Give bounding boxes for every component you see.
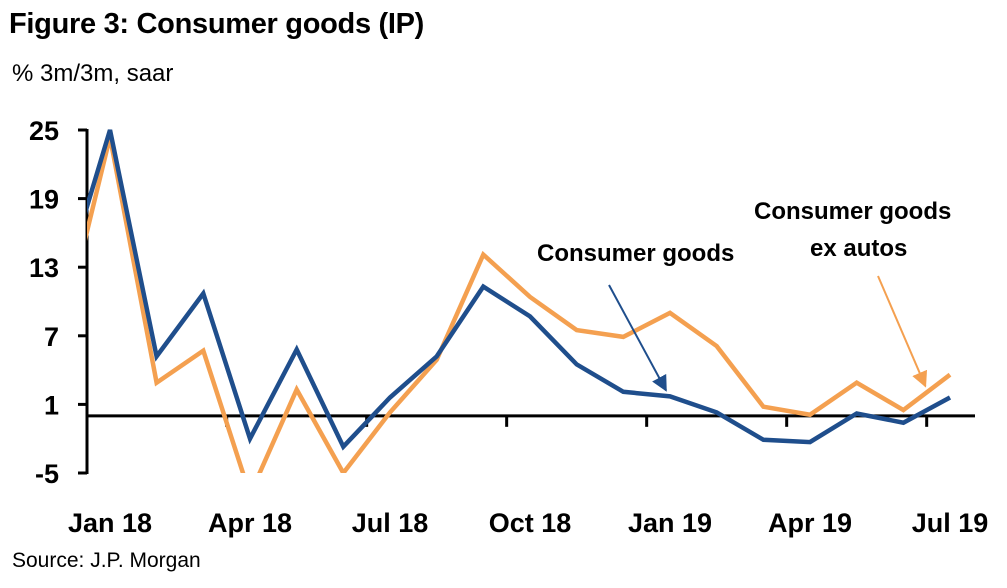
- x-tick-label: Apr 19: [768, 508, 852, 538]
- x-tick-label: Oct 18: [489, 508, 572, 538]
- series-line-consumer-goods-ex-autos: [87, 136, 952, 473]
- chart-title: Figure 3: Consumer goods (IP): [9, 8, 425, 40]
- x-tick-label: Jan 18: [68, 508, 152, 538]
- y-tick-label: 25: [29, 116, 59, 146]
- x-tick-label: Apr 18: [208, 508, 292, 538]
- chart-subtitle: % 3m/3m, saar: [12, 60, 174, 87]
- axes: 25 19 13 7 1 -5 Jan 18 Apr 18 Jul 18 Oct 18 Jan 19…: [29, 116, 988, 538]
- x-tick-label: Jul 18: [352, 508, 429, 538]
- annotation-consumer-goods-ex-autos-line1: Consumer goods: [754, 198, 951, 225]
- y-tick-label: 19: [29, 185, 59, 215]
- y-tick-label: 13: [29, 253, 59, 283]
- y-tick-label: 7: [44, 322, 59, 352]
- source-note: Source: J.P. Morgan: [12, 549, 201, 572]
- y-tick-label: -5: [35, 459, 59, 489]
- series-layer: [87, 129, 952, 473]
- x-tick-label: Jul 19: [912, 508, 989, 538]
- series-line-consumer-goods: [87, 129, 952, 451]
- annotation-consumer-goods: Consumer goods: [537, 240, 734, 267]
- annotation-layer: Consumer goods Consumer goods ex autos: [537, 198, 951, 392]
- y-tick-label: 1: [44, 390, 59, 420]
- arrow-consumer-goods-ex-autos: [877, 275, 928, 388]
- x-tick-label: Jan 19: [628, 508, 712, 538]
- arrow-consumer-goods: [608, 284, 667, 392]
- annotation-consumer-goods-ex-autos-line2: ex autos: [810, 235, 907, 262]
